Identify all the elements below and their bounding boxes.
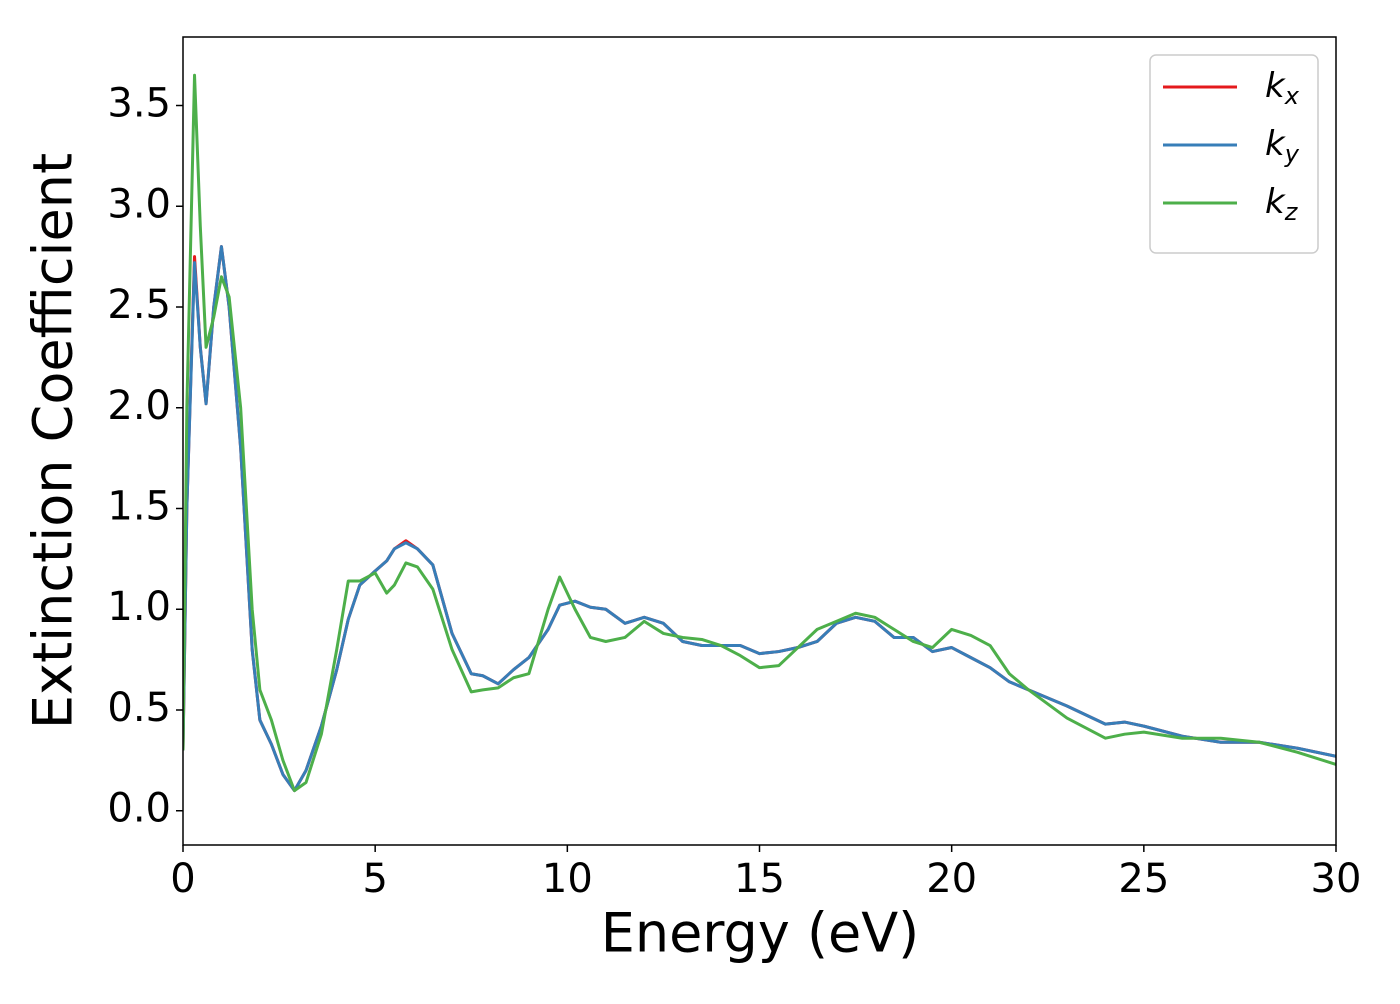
data-line (183, 245, 1336, 793)
y-axis-label: Extinction Coefficient (22, 153, 85, 729)
x-tick-label: 30 (1311, 856, 1362, 902)
x-tick-label: 5 (362, 856, 387, 902)
legend-label: kz (1265, 182, 1299, 227)
legend-label: kx (1265, 66, 1300, 111)
x-tick-label: 10 (542, 856, 593, 902)
x-tick-label: 0 (170, 856, 195, 902)
y-tick-label: 3.5 (107, 81, 171, 127)
legend-label: ky (1265, 124, 1300, 169)
data-line (183, 245, 1336, 793)
y-tick-label: 3.0 (107, 181, 171, 227)
x-tick-label: 25 (1118, 856, 1169, 902)
legend: kx ky kz (1149, 54, 1319, 254)
y-tick-label: 0.5 (107, 685, 171, 731)
data-line (183, 73, 1336, 793)
plot-frame (182, 36, 1337, 846)
y-tick-label: 0.0 (107, 786, 171, 832)
plot-area (183, 73, 1336, 793)
x-axis-label: Energy (eV) (601, 902, 920, 965)
y-tick-label: 1.5 (107, 484, 171, 530)
y-tick-label: 1.0 (107, 584, 171, 630)
x-tick-label: 15 (734, 856, 785, 902)
y-tick-label: 2.5 (107, 282, 171, 328)
x-tick-label: 20 (926, 856, 977, 902)
y-tick-label: 2.0 (107, 383, 171, 429)
